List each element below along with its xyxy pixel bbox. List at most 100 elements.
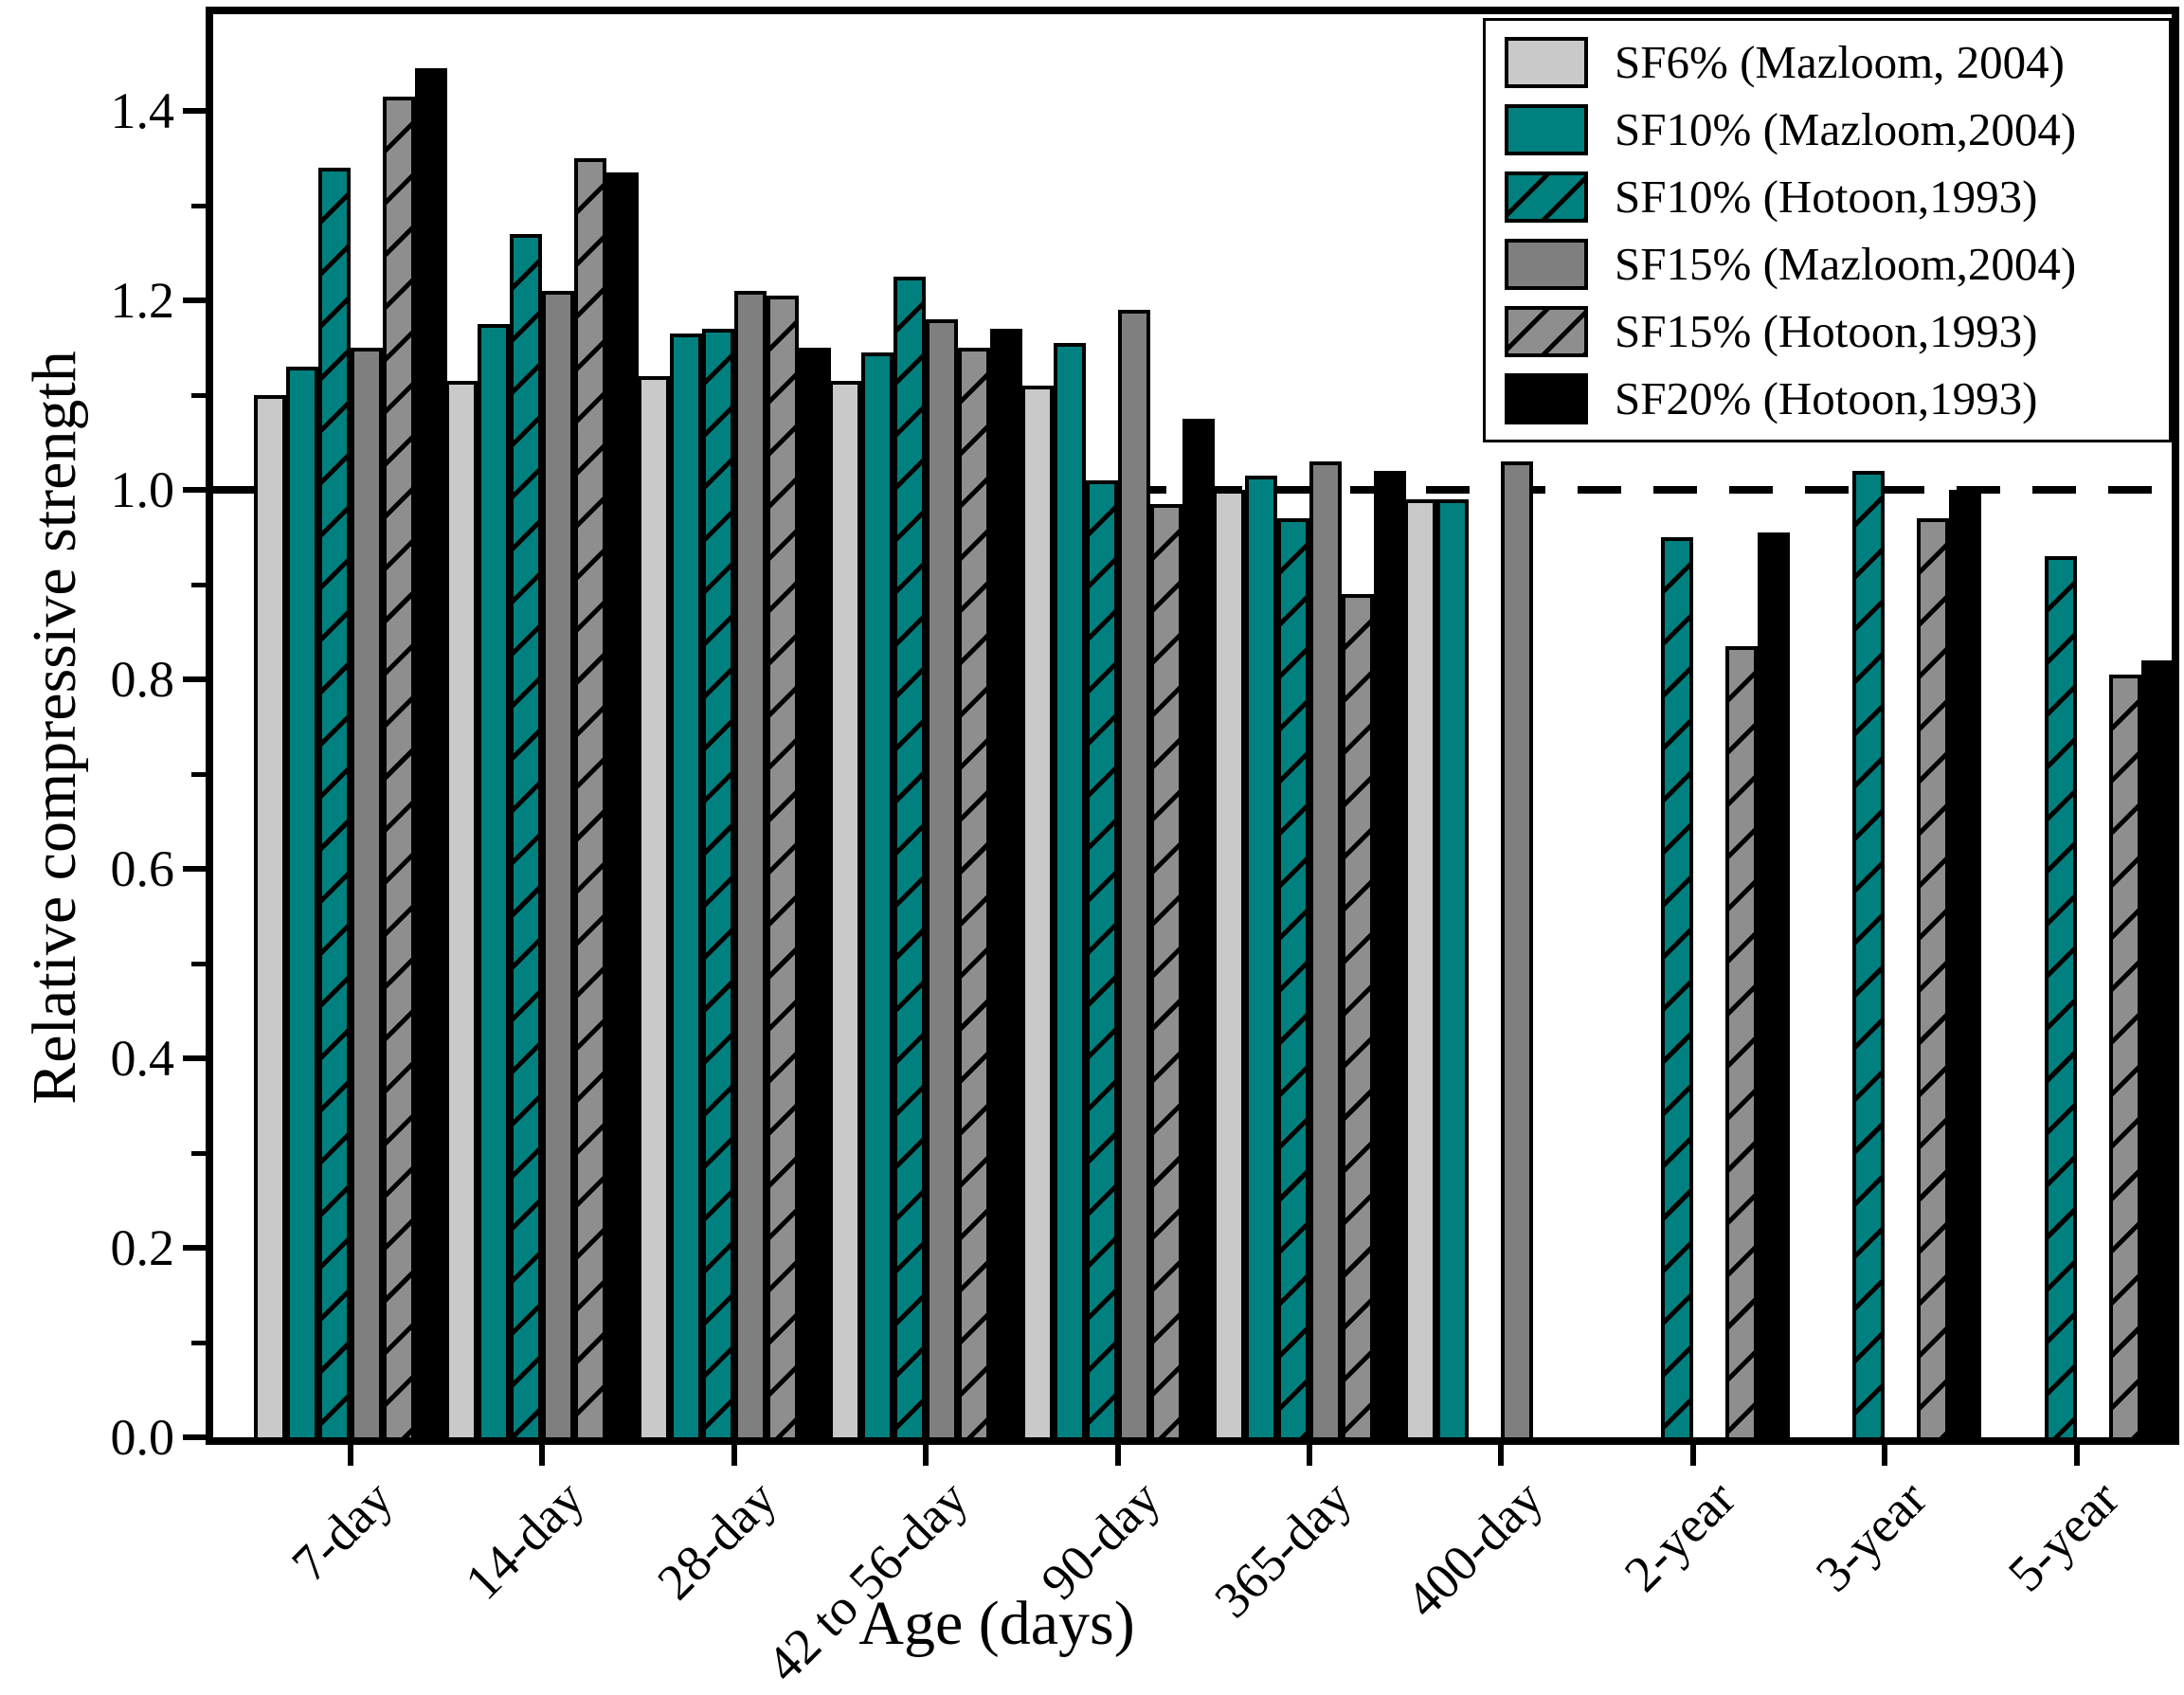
x-tick-label-7-day: 7-day <box>280 1470 404 1593</box>
y-minor-tick-1.1 <box>191 393 206 398</box>
x-axis-title: Age (days) <box>858 1589 1135 1658</box>
bar-SF10-Hotoon-1993-5-year <box>2045 556 2077 1437</box>
bar-SF15-Hotoon-1993-28-day <box>767 296 799 1437</box>
bar-SF10-Hotoon-1993-28-day <box>702 329 734 1437</box>
y-major-tick-0.6 <box>183 866 206 872</box>
y-tick-label-1.4: 1.4 <box>110 82 175 139</box>
legend-item-5: SF15% (Hotoon,1993) <box>1505 298 2169 365</box>
bar-SF6-Mazloom-2004-7-day <box>254 395 286 1437</box>
bar-SF15-Hotoon-1993-42-to-56-day <box>958 348 990 1437</box>
y-tick-label-0: 0.0 <box>110 1409 175 1466</box>
y-tick-label-0.2: 0.2 <box>110 1219 175 1276</box>
x-tick-2-year <box>1690 1443 1696 1466</box>
bar-SF15-Mazloom-2004-42-to-56-day <box>926 319 958 1437</box>
bar-SF20-Hotoon-1993-2-year <box>1758 532 1790 1437</box>
y-minor-tick-0.5 <box>191 962 206 966</box>
legend-swatch-solid <box>1505 103 1588 155</box>
bar-SF10-Hotoon-1993-14-day <box>510 234 542 1437</box>
bar-SF15-Hotoon-1993-5-year <box>2109 675 2141 1437</box>
x-tick-28-day <box>731 1443 737 1466</box>
legend-swatch-hatched <box>1505 171 1588 223</box>
y-major-tick-1.2 <box>183 298 206 303</box>
x-tick-7-day <box>348 1443 353 1466</box>
y-tick-label-0.6: 0.6 <box>110 840 175 897</box>
bar-SF10-Hotoon-1993-90-day <box>1086 480 1118 1437</box>
legend-swatch-solid <box>1505 36 1588 88</box>
y-major-tick-1 <box>183 487 206 493</box>
legend-swatch-solid <box>1505 372 1588 424</box>
bar-SF10-Hotoon-1993-365-day <box>1277 518 1309 1437</box>
bar-SF20-Hotoon-1993-3-year <box>1949 490 1981 1437</box>
bar-SF20-Hotoon-1993-42-to-56-day <box>990 329 1022 1437</box>
bar-SF20-Hotoon-1993-90-day <box>1182 419 1215 1437</box>
bar-SF10-Mazloom-2004-14-day <box>478 324 510 1437</box>
legend-label: SF10% (Mazloom,2004) <box>1615 102 2077 155</box>
x-tick-3-year <box>1882 1443 1887 1466</box>
legend-label: SF10% (Hotoon,1993) <box>1615 170 2038 223</box>
legend-swatch-hatched <box>1505 305 1588 357</box>
bar-SF15-Mazloom-2004-365-day <box>1309 461 1342 1437</box>
x-tick-365-day <box>1307 1443 1312 1466</box>
legend-label: SF6% (Mazloom, 2004) <box>1615 35 2065 88</box>
y-tick-label-0.8: 0.8 <box>110 651 175 708</box>
bar-SF20-Hotoon-1993-14-day <box>606 172 639 1437</box>
bar-SF15-Hotoon-1993-2-year <box>1725 646 1758 1437</box>
bar-SF6-Mazloom-2004-400-day <box>1404 499 1436 1437</box>
bar-SF20-Hotoon-1993-365-day <box>1374 471 1406 1437</box>
y-tick-label-0.4: 0.4 <box>110 1030 175 1087</box>
y-major-tick-0.8 <box>183 676 206 682</box>
y-minor-tick-1.3 <box>191 204 206 208</box>
legend-item-2: SF10% (Mazloom,2004) <box>1505 96 2169 163</box>
bar-SF10-Hotoon-1993-42-to-56-day <box>893 277 926 1437</box>
bar-SF6-Mazloom-2004-42-to-56-day <box>829 381 861 1437</box>
legend-item-1: SF6% (Mazloom, 2004) <box>1505 28 2169 96</box>
legend-swatch-solid <box>1505 238 1588 290</box>
bar-SF20-Hotoon-1993-7-day <box>415 68 447 1437</box>
bar-SF10-Mazloom-2004-7-day <box>286 367 318 1437</box>
legend-label: SF15% (Mazloom,2004) <box>1615 237 2077 290</box>
y-major-tick-0.4 <box>183 1055 206 1061</box>
bar-SF6-Mazloom-2004-28-day <box>638 376 670 1437</box>
y-minor-tick-0.7 <box>191 772 206 777</box>
bar-SF10-Mazloom-2004-400-day <box>1436 499 1469 1437</box>
bar-SF10-Mazloom-2004-365-day <box>1245 476 1277 1437</box>
y-minor-tick-0.9 <box>191 583 206 587</box>
bar-SF15-Hotoon-1993-14-day <box>574 158 606 1437</box>
bar-SF15-Hotoon-1993-90-day <box>1150 504 1182 1437</box>
bar-SF15-Mazloom-2004-14-day <box>542 291 574 1437</box>
bar-SF15-Mazloom-2004-28-day <box>734 291 767 1437</box>
bar-SF15-Mazloom-2004-400-day <box>1501 461 1533 1437</box>
legend-item-4: SF15% (Mazloom,2004) <box>1505 230 2169 298</box>
bar-SF6-Mazloom-2004-365-day <box>1213 490 1245 1437</box>
y-tick-label-1: 1.0 <box>110 461 175 518</box>
bar-SF15-Mazloom-2004-7-day <box>351 348 383 1437</box>
legend-label: SF20% (Hotoon,1993) <box>1615 371 2038 424</box>
x-tick-90-day <box>1115 1443 1121 1466</box>
bar-SF6-Mazloom-2004-14-day <box>445 381 478 1437</box>
x-tick-42-to-56-day <box>923 1443 929 1466</box>
y-major-tick-1.4 <box>183 108 206 114</box>
bar-SF6-Mazloom-2004-90-day <box>1021 386 1054 1437</box>
plot-inner <box>213 14 2174 1437</box>
y-tick-label-1.2: 1.2 <box>110 272 175 329</box>
legend-item-6: SF20% (Hotoon,1993) <box>1505 365 2169 432</box>
y-minor-tick-0.1 <box>191 1341 206 1345</box>
x-tick-400-day <box>1498 1443 1504 1466</box>
y-minor-tick-0.3 <box>191 1151 206 1156</box>
x-tick-5-year <box>2074 1443 2080 1466</box>
legend-item-3: SF10% (Hotoon,1993) <box>1505 163 2169 230</box>
bar-SF10-Mazloom-2004-42-to-56-day <box>861 352 893 1437</box>
bar-SF15-Hotoon-1993-7-day <box>383 97 415 1437</box>
bar-SF20-Hotoon-1993-28-day <box>799 348 831 1437</box>
bar-SF15-Hotoon-1993-3-year <box>1917 518 1949 1437</box>
legend: SF6% (Mazloom, 2004) SF10% (Mazloom,2004)… <box>1483 18 2172 442</box>
bar-SF10-Hotoon-1993-2-year <box>1661 537 1693 1437</box>
bar-SF10-Hotoon-1993-7-day <box>318 168 351 1437</box>
legend-label: SF15% (Hotoon,1993) <box>1615 304 2038 357</box>
y-major-tick-0 <box>183 1434 206 1440</box>
bar-SF15-Mazloom-2004-90-day <box>1118 310 1150 1437</box>
x-tick-14-day <box>539 1443 545 1466</box>
bar-SF20-Hotoon-1993-5-year <box>2141 660 2174 1437</box>
bar-SF10-Mazloom-2004-90-day <box>1054 343 1086 1437</box>
